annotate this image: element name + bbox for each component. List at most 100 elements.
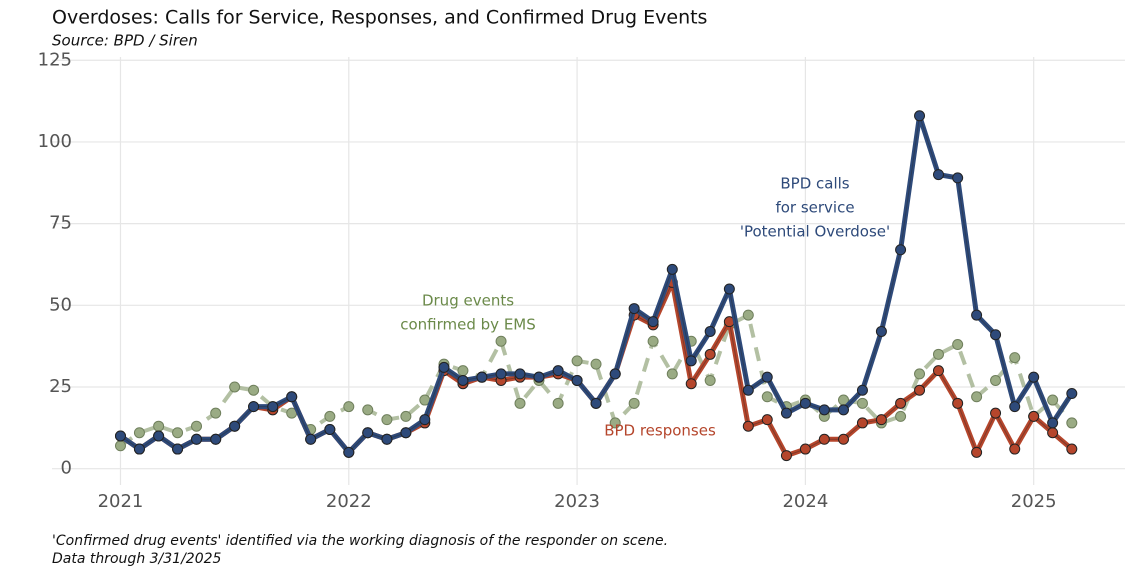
point — [990, 329, 1002, 341]
point — [990, 407, 1002, 419]
point — [1066, 388, 1078, 400]
point — [191, 420, 203, 432]
point — [666, 263, 678, 275]
point — [780, 450, 792, 462]
point — [838, 404, 850, 416]
point — [114, 440, 126, 452]
point — [362, 427, 374, 439]
point — [742, 384, 754, 396]
point — [647, 335, 659, 347]
point — [838, 433, 850, 445]
point — [381, 414, 393, 426]
y-tick-label: 25 — [49, 376, 72, 397]
point — [133, 427, 145, 439]
point — [799, 443, 811, 455]
caption: 'Confirmed drug events' identified via t… — [52, 533, 668, 549]
y-tick-label: 75 — [49, 213, 72, 234]
point — [685, 378, 697, 390]
point — [1009, 443, 1021, 455]
point — [895, 244, 907, 256]
point — [952, 397, 964, 409]
point — [932, 169, 944, 181]
caption: Data through 3/31/2025 — [52, 551, 222, 567]
point — [514, 368, 526, 380]
point — [495, 335, 507, 347]
point — [628, 303, 640, 315]
point — [914, 368, 926, 380]
point — [780, 407, 792, 419]
point — [818, 404, 830, 416]
point — [1066, 417, 1078, 429]
point — [552, 365, 564, 377]
point — [362, 404, 374, 416]
annotation: confirmed by EMS — [400, 316, 536, 334]
point — [419, 414, 431, 426]
point — [457, 374, 469, 386]
point — [895, 410, 907, 422]
series-line — [119, 313, 1074, 448]
x-tick-label: 2023 — [554, 491, 600, 512]
point — [685, 355, 697, 367]
point — [533, 371, 545, 383]
point — [590, 358, 602, 370]
point — [571, 355, 583, 367]
point — [400, 427, 412, 439]
point — [895, 397, 907, 409]
point — [153, 420, 165, 432]
point — [742, 420, 754, 432]
point — [647, 316, 659, 328]
point — [1028, 371, 1040, 383]
point — [856, 397, 868, 409]
point — [286, 391, 298, 403]
point — [438, 361, 450, 373]
point — [990, 374, 1002, 386]
point — [609, 368, 621, 380]
point — [799, 397, 811, 409]
point — [153, 430, 165, 442]
y-tick-label: 0 — [61, 458, 72, 479]
point — [457, 365, 469, 377]
point — [191, 433, 203, 445]
point — [229, 381, 241, 393]
point — [914, 110, 926, 122]
point — [248, 384, 260, 396]
point — [1066, 443, 1078, 455]
point — [495, 368, 507, 380]
point — [400, 410, 412, 422]
point — [628, 397, 640, 409]
point — [704, 325, 716, 337]
point — [248, 401, 260, 413]
point — [267, 401, 279, 413]
point — [932, 365, 944, 377]
point — [666, 368, 678, 380]
point — [514, 397, 526, 409]
point — [952, 339, 964, 351]
point — [210, 433, 222, 445]
point — [1009, 352, 1021, 364]
point — [172, 443, 184, 455]
annotation: Drug events — [422, 292, 514, 310]
point — [343, 401, 355, 413]
point — [1028, 410, 1040, 422]
point — [1047, 417, 1059, 429]
point — [590, 397, 602, 409]
annotation: BPD calls — [780, 175, 849, 193]
annotation: BPD responses — [604, 422, 716, 440]
point — [1009, 401, 1021, 413]
chart-title: Overdoses: Calls for Service, Responses,… — [52, 7, 707, 29]
y-tick-label: 100 — [38, 131, 72, 152]
point — [761, 391, 773, 403]
point — [552, 397, 564, 409]
x-tick-label: 2025 — [1011, 491, 1057, 512]
point — [761, 371, 773, 383]
point — [324, 410, 336, 422]
point — [971, 391, 983, 403]
point — [229, 420, 241, 432]
point — [704, 374, 716, 386]
annotation: 'Potential Overdose' — [740, 223, 890, 241]
y-tick-label: 50 — [49, 294, 72, 315]
x-tick-label: 2021 — [98, 491, 144, 512]
point — [476, 371, 488, 383]
point — [305, 433, 317, 445]
